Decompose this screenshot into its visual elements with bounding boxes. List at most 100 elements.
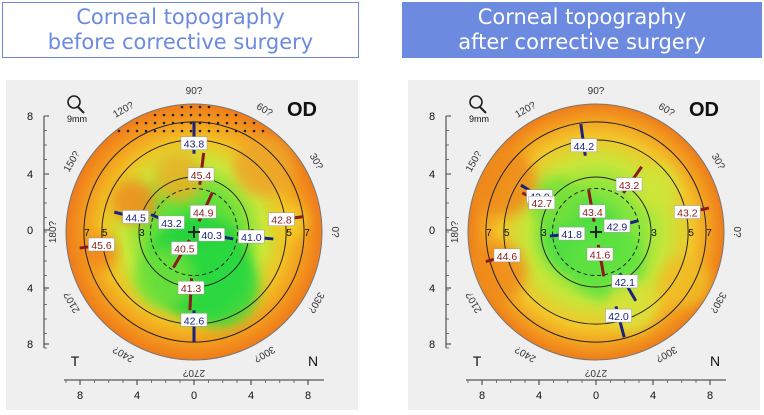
y-tick-label: 4: [27, 283, 33, 295]
reading-value: 43.2: [619, 180, 640, 192]
reading-value: 42.9: [607, 221, 628, 233]
reading-value: 42.1: [615, 277, 636, 289]
keratometry-reading: 43.2: [674, 205, 701, 220]
reading-value: 43.2: [161, 218, 182, 230]
keratometry-reading: 42.7: [528, 195, 556, 210]
ring-label: 7: [486, 228, 492, 239]
y-tick-label: 4: [429, 283, 435, 295]
x-tick-label: 8: [707, 390, 713, 402]
reading-value: 45.6: [91, 240, 112, 252]
ring-label: 7: [304, 228, 310, 239]
keratometry-reading: 45.4: [187, 167, 215, 182]
keratometry-reading: 42.0: [605, 308, 632, 323]
ring-label: 5: [688, 228, 694, 239]
y-tick-label: 8: [429, 339, 435, 351]
keratometry-reading: 44.5: [122, 210, 149, 224]
reading-value: 43.4: [582, 207, 603, 219]
angle-label: 180?: [450, 220, 461, 243]
reading-value: 43.2: [677, 208, 698, 220]
zone-ring-7mm: [485, 121, 707, 343]
ring-label: 5: [504, 228, 510, 239]
ring-label: 3: [139, 228, 145, 239]
x-tick-label: 8: [77, 390, 83, 402]
reading-value: 42.6: [184, 315, 205, 327]
keratometry-reading: 42.9: [603, 219, 631, 233]
nasal-label: N: [710, 353, 720, 369]
ring-label: 7: [706, 228, 712, 239]
y-tick-label: 4: [429, 169, 435, 181]
reading-value: 45.4: [191, 170, 212, 182]
keratometry-reading: 44.2: [570, 138, 598, 153]
keratometry-reading: 43.2: [615, 177, 643, 192]
keratometry-reading: 41.0: [238, 229, 265, 244]
reading-value: 41.0: [241, 232, 262, 244]
ring-label: 3: [651, 228, 657, 239]
keratometry-reading: 43.8: [180, 136, 208, 151]
keratometry-reading: 42.8: [268, 212, 295, 227]
keratometry-reading: 41.6: [586, 247, 614, 262]
ring-label: 5: [286, 228, 292, 239]
keratometry-reading: 43.4: [579, 204, 606, 219]
reading-value: 44.6: [497, 251, 518, 263]
eye-label: OD: [689, 99, 719, 121]
ring-label: 3: [541, 228, 547, 239]
x-tick-label: 8: [479, 390, 485, 402]
y-tick-label: 0: [27, 225, 33, 237]
zoom-label: 9mm: [67, 114, 87, 124]
keratometry-reading: 43.2: [158, 215, 185, 230]
reading-value: 41.8: [562, 229, 583, 241]
topography-panel-after: 3 3 5 5 7 7 90? 60? 30? 0? 330? 300? 270? 240? 210? 180…: [402, 70, 764, 410]
reading-value: 41.6: [590, 250, 611, 262]
y-tick-label: 8: [27, 339, 33, 351]
eye-label: OD: [287, 99, 317, 121]
reading-value: 42.0: [608, 311, 629, 323]
reading-value: 41.3: [181, 283, 202, 295]
angle-label: 270?: [182, 367, 205, 378]
magnifier-icon: [67, 95, 85, 114]
reading-value: 44.5: [125, 212, 146, 224]
keratometry-reading: 41.3: [177, 280, 205, 295]
nasal-label: N: [308, 353, 318, 369]
magnifier-icon: [469, 95, 487, 114]
x-tick-label: 0: [191, 390, 197, 402]
x-tick-label: 4: [536, 390, 542, 402]
temporal-label: T: [71, 353, 80, 369]
keratometry-reading: 44.9: [189, 205, 217, 219]
topography-map-before: 33557790?60?30?0?330?300?270?240?210?180…: [6, 80, 358, 410]
keratometry-reading: 45.6: [88, 237, 115, 252]
angle-label: 90?: [186, 86, 203, 97]
y-tick-label: 8: [27, 111, 33, 123]
x-tick-label: 8: [305, 390, 311, 402]
map-boundary: [65, 103, 323, 361]
reading-value: 43.8: [184, 139, 205, 151]
x-tick-label: 0: [593, 390, 599, 402]
reading-value: 44.2: [574, 141, 595, 153]
angle-label: 90?: [588, 86, 605, 97]
map-boundary: [467, 103, 725, 361]
x-tick-label: 4: [134, 390, 140, 402]
angle-label: 0?: [329, 226, 340, 238]
ring-label: 5: [102, 228, 108, 239]
reading-value: 40.3: [201, 230, 222, 242]
keratometry-reading: 40.3: [198, 227, 225, 242]
keratometry-reading: 42.1: [611, 274, 639, 289]
x-tick-label: 4: [248, 390, 254, 402]
keratometry-reading: 40.5: [171, 241, 198, 256]
reading-value: 42.8: [271, 215, 292, 227]
y-tick-label: 8: [429, 111, 435, 123]
topography-panel-before: 33557790?60?30?0?330?300?270?240?210?180…: [0, 70, 362, 410]
angle-label: 0?: [731, 226, 742, 238]
angle-label: 180?: [48, 220, 59, 243]
pupil-ring: [149, 187, 239, 277]
reading-value: 40.5: [174, 244, 195, 256]
reading-value: 44.9: [193, 207, 214, 219]
title-before-surgery: Corneal topography before corrective sur…: [2, 2, 359, 58]
temporal-label: T: [473, 353, 482, 369]
ring-label: 7: [84, 228, 90, 239]
zone-ring-3mm: [540, 176, 652, 288]
x-tick-label: 4: [650, 390, 656, 402]
keratometry-reading: 41.8: [558, 226, 586, 241]
zoom-label: 9mm: [469, 114, 489, 124]
title-after-surgery: Corneal topography after corrective surg…: [402, 2, 762, 58]
y-tick-label: 4: [27, 169, 33, 181]
